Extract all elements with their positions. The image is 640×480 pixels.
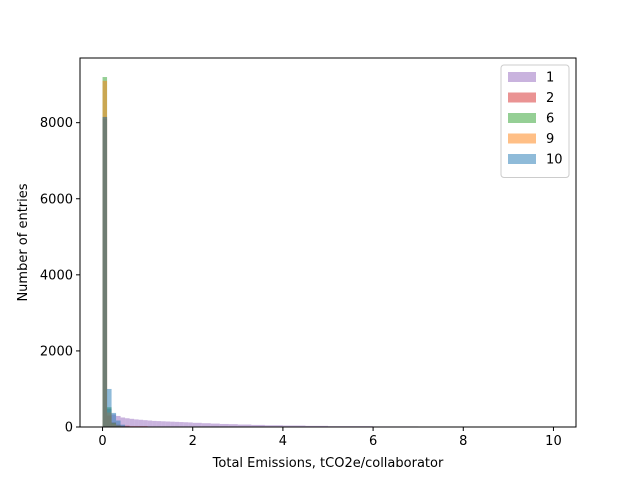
x-axis-label: Total Emissions, tCO2e/collaborator bbox=[212, 456, 444, 471]
bar-series-1-25 bbox=[237, 424, 252, 427]
legend-label-9: 9 bbox=[546, 132, 554, 147]
x-axis-ticks: 0 2 4 6 8 10 bbox=[98, 427, 562, 449]
x-tick-label: 10 bbox=[545, 434, 562, 449]
y-tick-label: 0 bbox=[65, 421, 73, 436]
legend-swatch-9 bbox=[508, 133, 536, 144]
bar-series-1-16 bbox=[174, 421, 180, 427]
bar-series-1-11 bbox=[152, 420, 157, 427]
legend: 1 2 6 9 10 bbox=[500, 64, 570, 178]
bar-series-1-22 bbox=[210, 423, 220, 427]
bar-series-1-14 bbox=[165, 421, 171, 427]
x-tick-label: 0 bbox=[98, 434, 106, 449]
legend-swatch-6 bbox=[508, 113, 536, 123]
bar-series-1-29 bbox=[305, 425, 328, 427]
bar-series-1-4 bbox=[120, 417, 126, 427]
legend-swatch-2 bbox=[508, 92, 536, 103]
y-axis-label: Number of entries bbox=[16, 183, 31, 301]
legend-label-1: 1 bbox=[546, 71, 554, 86]
legend-swatch-10 bbox=[508, 154, 536, 164]
bar-series-10-2 bbox=[111, 412, 117, 427]
bar-series-1-20 bbox=[192, 422, 202, 427]
bar-series-1-9 bbox=[143, 420, 148, 427]
plot-frame bbox=[79, 57, 577, 428]
legend-label-10: 10 bbox=[546, 153, 563, 168]
bar-series-10-0 bbox=[102, 116, 108, 428]
legend-swatch-1 bbox=[508, 72, 536, 82]
bar-series-1-19 bbox=[188, 422, 193, 427]
bar-series-1-27 bbox=[264, 425, 283, 427]
x-tick-label: 4 bbox=[279, 434, 287, 449]
bar-series-1-5 bbox=[125, 418, 130, 427]
y-tick-label: 2000 bbox=[40, 344, 73, 359]
x-tick-label: 8 bbox=[459, 434, 467, 449]
bar-series-10-1 bbox=[107, 388, 112, 427]
bar-series-1-26 bbox=[251, 424, 265, 427]
y-tick-label: 8000 bbox=[40, 116, 73, 131]
bar-series-1-28 bbox=[282, 425, 306, 427]
bar-series-1-23 bbox=[219, 423, 229, 427]
bar-series-1-12 bbox=[156, 421, 162, 427]
bar-series-1-13 bbox=[161, 421, 166, 427]
bar-series-1-24 bbox=[228, 424, 238, 427]
legend-label-2: 2 bbox=[546, 91, 554, 106]
legend-label-6: 6 bbox=[546, 112, 554, 127]
bar-series-10-3 bbox=[116, 420, 121, 427]
x-tick-label: 6 bbox=[369, 434, 377, 449]
bar-series-1-15 bbox=[170, 421, 175, 427]
bar-series-1-8 bbox=[138, 419, 144, 427]
y-tick-label: 4000 bbox=[40, 268, 73, 283]
y-axis-ticks: 0 2000 4000 6000 8000 bbox=[40, 116, 80, 436]
bar-series-1-6 bbox=[129, 418, 135, 427]
y-tick-label: 6000 bbox=[40, 192, 73, 207]
bar-series-1-21 bbox=[201, 423, 211, 427]
bar-series-1-10 bbox=[147, 420, 153, 427]
x-tick-label: 2 bbox=[189, 434, 197, 449]
bar-series-10-4 bbox=[120, 424, 126, 427]
bar-series-1-17 bbox=[179, 422, 184, 427]
bar-series-1-7 bbox=[134, 419, 139, 427]
bar-series-1-18 bbox=[183, 422, 189, 427]
